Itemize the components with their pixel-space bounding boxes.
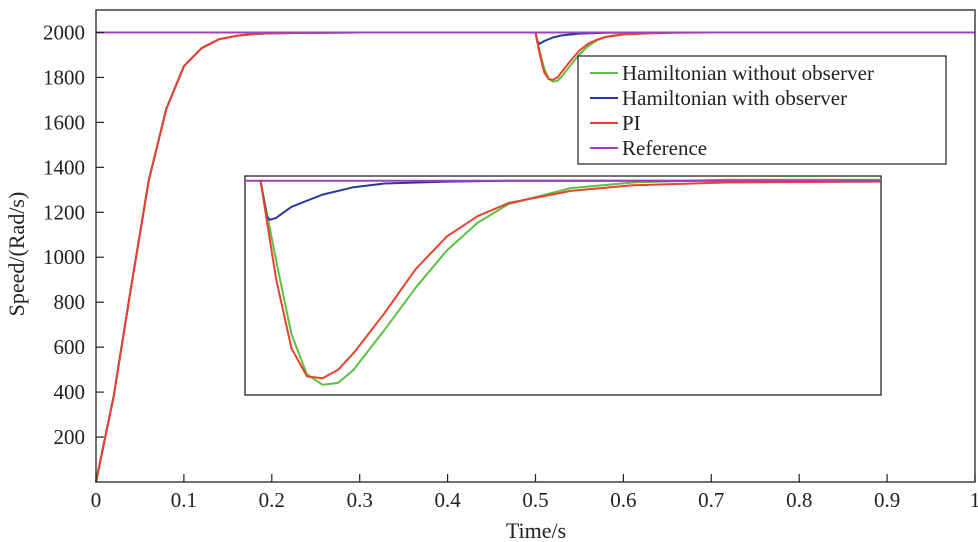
x-tick-label-4: 0.4 — [434, 488, 461, 512]
legend-label-1: Hamiltonian with observer — [622, 86, 847, 110]
y-tick-label-6: 1400 — [43, 155, 85, 179]
x-tick-label-2: 0.2 — [259, 488, 285, 512]
y-tick-label-7: 1600 — [43, 110, 85, 134]
legend-label-0: Hamiltonian without observer — [622, 61, 874, 85]
x-tick-label-9: 0.9 — [874, 488, 900, 512]
y-tick-label-4: 1000 — [43, 245, 85, 269]
legend: Hamiltonian without observerHamiltonian … — [577, 55, 947, 165]
x-tick-label-6: 0.6 — [610, 488, 636, 512]
axis-ticks: 0 0.1 0.2 0.3 0.4 0.5 0.6 0.7 0.8 0.9 120040060080… — [43, 20, 978, 512]
x-axis-label: Time/s — [506, 518, 566, 542]
x-tick-label-3: 0.3 — [347, 488, 373, 512]
inset-zoom — [244, 175, 882, 396]
y-tick-label-2: 600 — [54, 335, 86, 359]
inset-series — [245, 178, 881, 386]
inset-frame — [244, 175, 882, 396]
y-tick-label-3: 800 — [54, 290, 86, 314]
y-tick-label-5: 1200 — [43, 200, 85, 224]
y-axis-label: Speed/(Rad/s) — [4, 192, 29, 317]
x-tick-label-1: 0.1 — [171, 488, 197, 512]
y-tick-label-8: 1800 — [43, 65, 85, 89]
x-tick-label-8: 0.8 — [786, 488, 812, 512]
series-layer — [95, 31, 975, 483]
y-tick-label-0: 200 — [54, 425, 86, 449]
x-tick-label-0: 0 — [91, 488, 102, 512]
inset-series-line-0 — [259, 178, 881, 386]
x-tick-label-7: 0.7 — [698, 488, 724, 512]
y-tick-label-1: 400 — [54, 380, 86, 404]
legend-label-2: PI — [622, 111, 641, 135]
legend-box — [577, 55, 947, 165]
x-tick-label-10: 1 — [970, 488, 978, 512]
y-tick-label-9: 2000 — [43, 20, 85, 44]
inset-series-line-2 — [259, 180, 881, 380]
x-tick-label-5: 0.5 — [522, 488, 548, 512]
legend-label-3: Reference — [622, 136, 707, 160]
